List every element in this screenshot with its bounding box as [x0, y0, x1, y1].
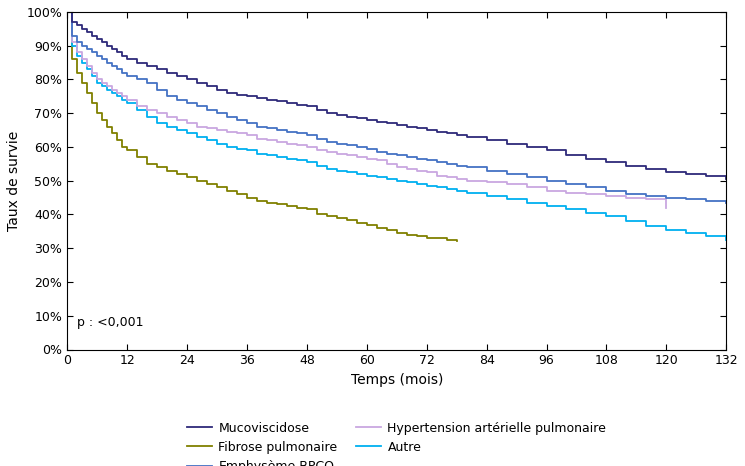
- Fibrose pulmonaire: [73, 70, 82, 75]
- Fibrose pulmonaire: [92, 110, 101, 116]
- Fibrose pulmonaire: [223, 188, 232, 194]
- Mucoviscidose: [63, 9, 72, 15]
- Fibrose pulmonaire: [402, 232, 411, 238]
- Hypertension artérielle pulmonaire: [77, 56, 86, 62]
- Mucoviscidose: [192, 80, 201, 86]
- Fibrose pulmonaire: [98, 117, 107, 123]
- Fibrose pulmonaire: [88, 100, 97, 106]
- Mucoviscidose: [722, 176, 731, 182]
- Fibrose pulmonaire: [212, 185, 221, 190]
- Hypertension artérielle pulmonaire: [242, 132, 251, 138]
- Autre: [722, 237, 731, 243]
- Line: Autre: Autre: [67, 12, 726, 240]
- Autre: [192, 134, 201, 140]
- Emphysème-BPCO: [112, 67, 121, 72]
- Fibrose pulmonaire: [153, 164, 162, 170]
- Mucoviscidose: [173, 73, 182, 79]
- Hypertension artérielle pulmonaire: [73, 50, 82, 55]
- Fibrose pulmonaire: [332, 215, 341, 220]
- Fibrose pulmonaire: [162, 168, 171, 173]
- Fibrose pulmonaire: [362, 222, 371, 227]
- Text: p : <0,001: p : <0,001: [77, 316, 144, 329]
- Fibrose pulmonaire: [273, 202, 282, 207]
- Fibrose pulmonaire: [432, 235, 441, 241]
- Fibrose pulmonaire: [343, 217, 352, 222]
- Autre: [112, 94, 121, 99]
- Fibrose pulmonaire: [302, 206, 311, 212]
- Fibrose pulmonaire: [123, 148, 132, 153]
- Fibrose pulmonaire: [68, 56, 77, 62]
- Mucoviscidose: [153, 67, 162, 72]
- Emphysème-BPCO: [63, 9, 72, 15]
- Emphysème-BPCO: [173, 97, 182, 103]
- Fibrose pulmonaire: [323, 213, 332, 219]
- Fibrose pulmonaire: [293, 205, 302, 211]
- Fibrose pulmonaire: [412, 233, 421, 239]
- Fibrose pulmonaire: [83, 90, 92, 96]
- Fibrose pulmonaire: [452, 239, 461, 244]
- Fibrose pulmonaire: [77, 80, 86, 86]
- Emphysème-BPCO: [153, 87, 162, 92]
- Hypertension artérielle pulmonaire: [382, 161, 391, 167]
- Fibrose pulmonaire: [103, 124, 112, 130]
- Autre: [63, 9, 72, 15]
- Line: Emphysème-BPCO: Emphysème-BPCO: [67, 12, 726, 203]
- Fibrose pulmonaire: [253, 198, 261, 204]
- Hypertension artérielle pulmonaire: [153, 110, 162, 116]
- Emphysème-BPCO: [372, 149, 381, 155]
- Hypertension artérielle pulmonaire: [662, 205, 671, 211]
- Fibrose pulmonaire: [242, 195, 251, 200]
- Fibrose pulmonaire: [108, 130, 117, 136]
- Fibrose pulmonaire: [382, 227, 391, 233]
- Hypertension artérielle pulmonaire: [393, 164, 402, 170]
- Fibrose pulmonaire: [282, 203, 291, 209]
- Fibrose pulmonaire: [142, 161, 151, 167]
- Autre: [372, 175, 381, 180]
- Fibrose pulmonaire: [63, 9, 72, 15]
- Emphysème-BPCO: [722, 200, 731, 206]
- Mucoviscidose: [112, 50, 121, 55]
- Mucoviscidose: [372, 119, 381, 124]
- Fibrose pulmonaire: [112, 137, 121, 143]
- Mucoviscidose: [203, 83, 212, 89]
- Autre: [203, 137, 212, 143]
- Fibrose pulmonaire: [232, 192, 241, 197]
- Fibrose pulmonaire: [443, 237, 451, 243]
- Fibrose pulmonaire: [183, 175, 191, 180]
- Fibrose pulmonaire: [133, 154, 142, 160]
- Fibrose pulmonaire: [192, 178, 201, 184]
- Line: Hypertension artérielle pulmonaire: Hypertension artérielle pulmonaire: [67, 12, 666, 208]
- Fibrose pulmonaire: [173, 171, 182, 177]
- X-axis label: Temps (mois): Temps (mois): [351, 373, 443, 387]
- Fibrose pulmonaire: [203, 181, 212, 187]
- Legend: Mucoviscidose, Fibrose pulmonaire, Emphysème-BPCO, Hypertension artérielle pulmo: Mucoviscidose, Fibrose pulmonaire, Emphy…: [182, 417, 612, 466]
- Fibrose pulmonaire: [118, 144, 127, 150]
- Fibrose pulmonaire: [312, 212, 321, 217]
- Fibrose pulmonaire: [393, 230, 402, 236]
- Fibrose pulmonaire: [422, 235, 431, 241]
- Autre: [153, 121, 162, 126]
- Fibrose pulmonaire: [262, 200, 271, 206]
- Hypertension artérielle pulmonaire: [63, 9, 72, 15]
- Emphysème-BPCO: [203, 107, 212, 113]
- Line: Fibrose pulmonaire: Fibrose pulmonaire: [67, 12, 457, 241]
- Autre: [173, 127, 182, 133]
- Fibrose pulmonaire: [372, 225, 381, 231]
- Fibrose pulmonaire: [352, 220, 361, 226]
- Emphysème-BPCO: [192, 103, 201, 109]
- Line: Mucoviscidose: Mucoviscidose: [67, 12, 726, 179]
- Y-axis label: Taux de survie: Taux de survie: [7, 130, 21, 231]
